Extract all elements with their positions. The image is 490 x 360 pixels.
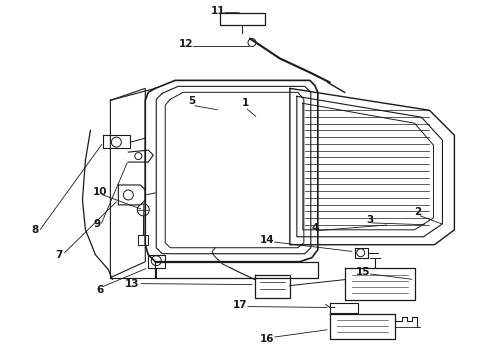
Text: 5: 5 xyxy=(189,96,196,106)
Text: 2: 2 xyxy=(414,207,421,217)
Text: 7: 7 xyxy=(55,250,62,260)
Text: 15: 15 xyxy=(355,267,370,276)
Text: 10: 10 xyxy=(93,187,108,197)
Text: 8: 8 xyxy=(31,225,38,235)
Text: 12: 12 xyxy=(179,39,194,49)
Text: 16: 16 xyxy=(260,334,274,345)
Text: 9: 9 xyxy=(94,219,101,229)
Text: 6: 6 xyxy=(97,284,104,294)
Text: 4: 4 xyxy=(311,223,318,233)
Text: 1: 1 xyxy=(242,98,248,108)
Text: 13: 13 xyxy=(125,279,140,289)
Text: 14: 14 xyxy=(260,235,274,245)
Text: 17: 17 xyxy=(233,300,247,310)
Text: 3: 3 xyxy=(366,215,373,225)
Text: 11: 11 xyxy=(211,6,225,15)
